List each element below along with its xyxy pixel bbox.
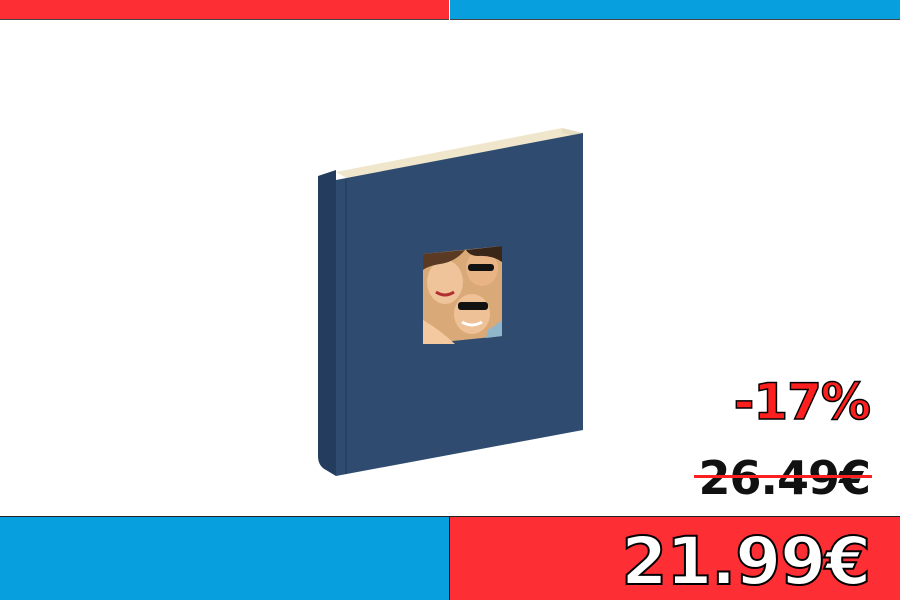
top-bar-blue [450,0,900,20]
strikethrough-line [694,475,872,478]
discount-badge: -17% [733,372,872,432]
old-price: 26.49€ [698,451,871,505]
cover-photo-window [423,246,502,344]
top-bar-red [0,0,449,20]
new-price: 21.99€ [620,523,872,600]
bottom-bar-red [450,516,900,600]
album-spine [318,170,336,476]
bottom-bar-blue [0,516,450,600]
album-pages-top [336,128,580,180]
